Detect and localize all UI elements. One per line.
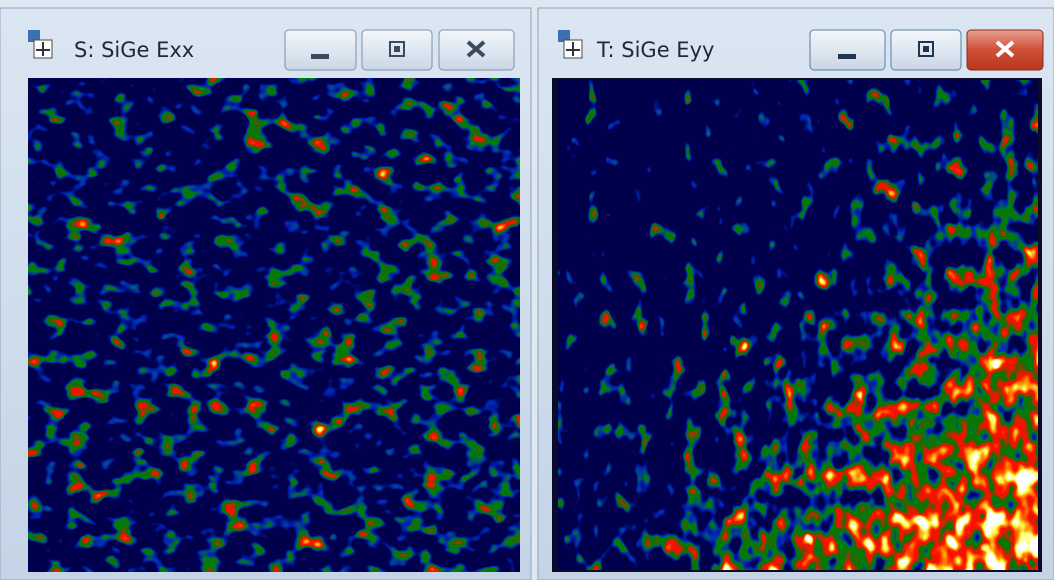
close-button[interactable]: [438, 29, 515, 71]
app-icon: [28, 30, 53, 59]
strain-map: [28, 78, 520, 572]
maximize-button[interactable]: [361, 29, 433, 71]
window-s: S: SiGe Exx: [0, 7, 532, 580]
strain-map: [558, 80, 1038, 570]
window-title: S: SiGe Exx: [74, 38, 194, 62]
app-icon: [558, 30, 583, 59]
maximize-button[interactable]: [890, 29, 962, 71]
window-title: T: SiGe Eyy: [596, 38, 714, 62]
close-button[interactable]: [966, 29, 1044, 71]
minimize-button[interactable]: [284, 29, 357, 71]
window-t: T: SiGe Eyy: [537, 7, 1054, 580]
minimize-button[interactable]: [809, 29, 886, 71]
